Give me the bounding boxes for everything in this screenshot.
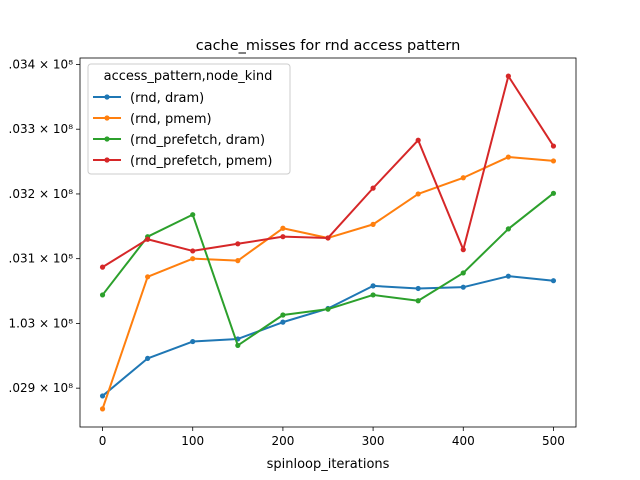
data-point: [460, 247, 466, 253]
data-point: [370, 221, 376, 227]
data-point: [415, 191, 421, 197]
x-tick-label: 500: [542, 434, 565, 448]
legend-marker: [104, 115, 110, 121]
data-point: [415, 298, 421, 304]
data-point: [280, 225, 286, 231]
plot-area: [99, 73, 557, 412]
legend-entry-label: (rnd_prefetch, dram): [130, 133, 265, 148]
y-tick-label: .033 × 10⁸: [9, 122, 74, 136]
y-tick-label: 1.03 × 10⁸: [9, 316, 74, 330]
data-point: [280, 312, 286, 318]
data-point: [325, 306, 331, 312]
data-point: [505, 73, 511, 79]
x-axis: 0 100 200 300 400 500: [99, 427, 565, 448]
y-tick-label: .034 × 10⁸: [9, 57, 74, 71]
data-point: [99, 393, 106, 399]
data-point: [99, 406, 106, 412]
data-point: [550, 278, 557, 284]
data-point: [550, 190, 557, 196]
data-point: [550, 143, 557, 149]
series-line-1: [101, 156, 554, 410]
legend-marker: [104, 94, 110, 100]
data-point: [190, 256, 196, 262]
data-point: [460, 270, 466, 276]
legend-box: [87, 63, 291, 175]
data-point: [370, 292, 376, 298]
data-point: [235, 258, 241, 264]
legend-entry-label: (rnd, dram): [130, 91, 204, 106]
data-point: [145, 236, 151, 242]
data-point: [505, 154, 511, 160]
data-point: [370, 283, 376, 289]
series-line-2: [101, 192, 555, 347]
data-point: [145, 274, 151, 280]
legend-title: access_pattern,node_kind: [104, 69, 273, 84]
legend-marker: [104, 136, 110, 142]
data-point: [415, 285, 421, 292]
data-point: [280, 319, 286, 325]
x-tick-label: 400: [452, 434, 475, 448]
data-point: [415, 137, 421, 143]
data-point: [99, 292, 106, 298]
data-point: [145, 355, 151, 361]
y-tick-label: .032 × 10⁸: [9, 187, 74, 201]
x-tick-label: 0: [99, 434, 107, 448]
y-tick-label: .031 × 10⁸: [9, 252, 74, 266]
data-point: [235, 241, 241, 247]
data-point: [460, 284, 466, 290]
legend-marker: [104, 157, 110, 163]
x-tick-label: 200: [271, 434, 294, 448]
legend: access_pattern,node_kind (rnd, dram) (rnd…: [87, 63, 291, 175]
data-point: [235, 342, 241, 349]
data-point: [190, 248, 196, 254]
legend-entry-label: (rnd_prefetch, pmem): [130, 154, 272, 169]
data-point: [280, 234, 286, 240]
data-point: [505, 273, 511, 279]
data-point: [325, 235, 331, 241]
legend-entry-label: (rnd, pmem): [130, 112, 212, 127]
data-point: [99, 264, 106, 270]
data-point: [370, 185, 376, 191]
data-point: [505, 226, 511, 232]
data-point: [190, 338, 196, 345]
series-line-0: [101, 275, 554, 397]
plot-frame: [79, 57, 577, 428]
chart-title: cache_misses for rnd access pattern: [196, 38, 461, 54]
data-point: [460, 175, 466, 181]
y-tick-label: .029 × 10⁸: [9, 381, 74, 395]
x-axis-label: spinloop_iterations: [267, 457, 390, 472]
data-point: [550, 158, 557, 164]
y-axis: .029 × 10⁸ 1.03 × 10⁸ .031 × 10⁸ .032 × 10⁸…: [9, 57, 80, 395]
x-tick-label: 300: [362, 434, 385, 448]
data-point: [190, 212, 196, 218]
x-tick-label: 100: [181, 434, 204, 448]
